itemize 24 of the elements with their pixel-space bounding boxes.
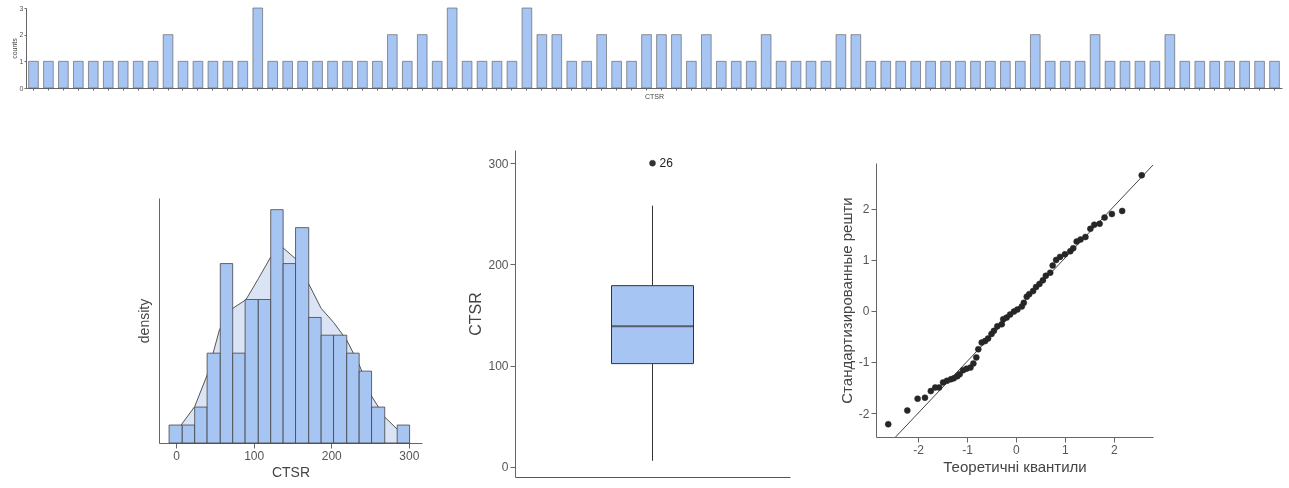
y-tick-label: 100 <box>488 359 509 374</box>
x-tick-label: 1 <box>1062 442 1070 457</box>
x-tick-label: 100 <box>244 448 265 463</box>
x-tick-label: 200 <box>321 448 343 463</box>
y-tick-label: 1 <box>862 253 870 268</box>
y-tick-label: 0 <box>501 460 509 475</box>
y-tick-label: -1 <box>858 355 870 370</box>
y-tick-label: 200 <box>488 257 509 272</box>
y-axis-title: density <box>135 298 152 344</box>
x-axis-title: Теоретичні квантили <box>943 457 1087 475</box>
y-tick-label: 0 <box>862 304 870 319</box>
y-axis-title: CTSR <box>467 292 485 336</box>
y-tick-label: 300 <box>488 156 509 171</box>
y-tick-label: -2 <box>858 406 870 421</box>
x-tick-label: -2 <box>913 442 925 457</box>
annotation: 26 <box>659 156 674 171</box>
y-axis-title: Стандартизированные решти <box>837 197 855 404</box>
x-tick-label: 2 <box>1111 442 1118 457</box>
x-axis-title: CTSR <box>271 463 311 480</box>
x-tick-label: 0 <box>1013 442 1021 457</box>
x-tick-label: -1 <box>962 442 974 457</box>
x-tick-label: 0 <box>173 448 181 463</box>
y-tick-label: 2 <box>862 202 870 217</box>
x-tick-label: 300 <box>399 448 420 463</box>
